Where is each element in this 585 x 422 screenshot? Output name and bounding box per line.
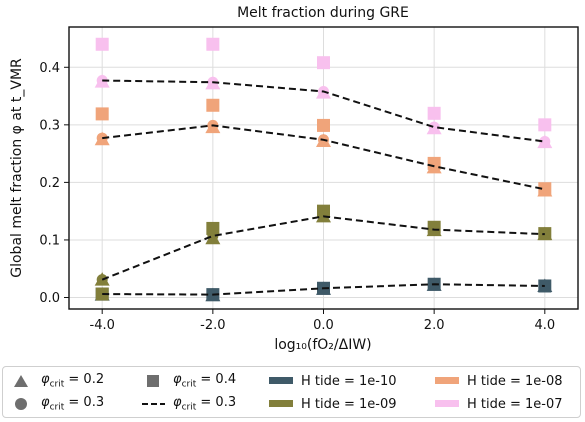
- color-swatch-icon: [435, 400, 459, 407]
- y-tick-label: 0.0: [39, 291, 60, 306]
- dashed-series-line: [102, 124, 546, 191]
- legend-item-phi-0.3: φcrit = 0.3: [9, 394, 104, 414]
- legend-label: φcrit = 0.3: [41, 395, 105, 413]
- legend-item-htide-1e-09: H tide = 1e-09: [269, 394, 397, 414]
- legend-item-phi-0.4: φcrit = 0.4: [141, 371, 236, 391]
- color-swatch-icon: [269, 377, 293, 384]
- x-tick-label: 4.0: [534, 318, 555, 333]
- legend-label: φcrit = 0.3: [173, 395, 237, 413]
- square-marker: [95, 107, 109, 121]
- legend-label: φcrit = 0.2: [41, 372, 105, 390]
- x-tick-label: -2.0: [200, 318, 225, 333]
- circle-marker: [428, 121, 440, 133]
- square-marker: [538, 118, 552, 132]
- legend-item-phi-0.2: φcrit = 0.2: [9, 371, 104, 391]
- square-marker: [427, 106, 441, 120]
- legend-item-htide-1e-10: H tide = 1e-10: [269, 371, 397, 391]
- x-ticks: -4.0 -2.0 0.0 2.0 4.0: [90, 309, 555, 333]
- square-marker: [206, 98, 220, 112]
- dashed-series-line: [102, 79, 545, 143]
- circle-marker: [539, 183, 551, 195]
- circle-marker: [539, 136, 551, 148]
- color-swatch-icon: [435, 377, 459, 384]
- square-marker-icon: [147, 375, 159, 387]
- dashed-series-line: [101, 215, 545, 281]
- color-swatch-icon: [269, 400, 293, 407]
- series-lines: [101, 79, 546, 296]
- y-tick-label: 0.3: [39, 118, 60, 133]
- square-marker: [206, 37, 220, 51]
- x-tick-label: 0.0: [313, 318, 334, 333]
- legend-item-phi-0.3-line: φcrit = 0.3: [141, 394, 236, 414]
- square-marker: [317, 56, 330, 70]
- legend-item-htide-1e-07: H tide = 1e-07: [435, 394, 563, 414]
- y-tick-label: 0.1: [39, 233, 60, 248]
- triangle-marker-icon: [14, 375, 28, 387]
- legend-item-htide-1e-08: H tide = 1e-08: [435, 371, 563, 391]
- x-axis-label: log₁₀(fO₂/ΔIW): [274, 337, 371, 353]
- dashed-line-icon: [142, 403, 165, 405]
- legend-label: φcrit = 0.4: [173, 372, 237, 390]
- circle-marker: [207, 230, 219, 242]
- dashed-series-line: [102, 283, 545, 296]
- y-tick-label: 0.2: [39, 176, 60, 191]
- y-ticks: 0.0 0.1 0.2 0.3 0.4: [39, 61, 69, 306]
- chart: Melt fraction during GRE -4.0 -2.0 0.0 2.0 4…: [9, 5, 579, 353]
- legend: φcrit = 0.2 φcrit = 0.3 φcrit = 0.4 φcri…: [2, 366, 581, 418]
- y-tick-label: 0.4: [39, 61, 60, 76]
- circle-marker-icon: [15, 398, 27, 410]
- x-tick-label: -4.0: [90, 318, 115, 333]
- square-marker: [95, 37, 109, 51]
- chart-title: Melt fraction during GRE: [237, 5, 409, 21]
- x-tick-label: 2.0: [424, 318, 445, 333]
- y-axis-label: Global melt fraction φ at t_VMR: [9, 58, 25, 278]
- square-marker: [317, 118, 330, 132]
- grid: [69, 27, 578, 309]
